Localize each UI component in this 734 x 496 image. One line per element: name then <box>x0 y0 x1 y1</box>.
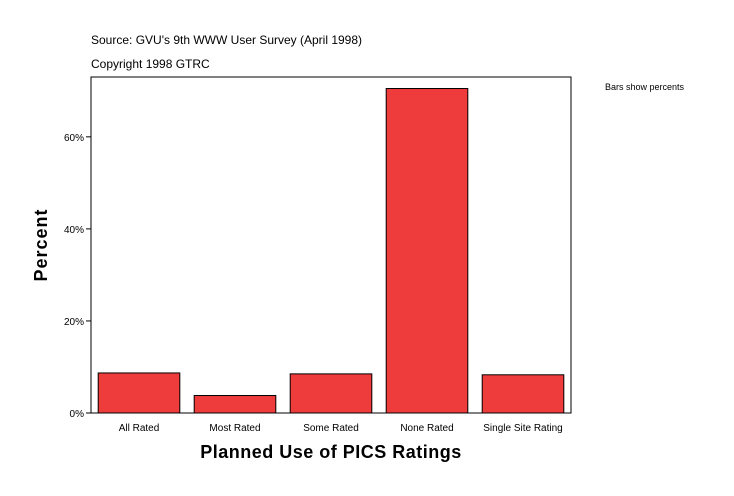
x-tick-label: All Rated <box>119 423 160 434</box>
copyright-line: Copyright 1998 GTRC <box>91 57 210 71</box>
bar-single-site-rating <box>481 374 565 414</box>
bar-some-rated <box>289 373 373 414</box>
bar-none-rated <box>385 88 469 414</box>
x-tick-label: None Rated <box>400 423 453 434</box>
y-tick-label: 40% <box>64 225 84 236</box>
y-tick-label: 20% <box>64 317 84 328</box>
x-tick-label: Single Site Rating <box>483 423 563 434</box>
source-line: Source: GVU's 9th WWW User Survey (April… <box>91 33 363 47</box>
y-axis-label: Percent <box>31 208 51 281</box>
y-tick-label: 60% <box>64 133 84 144</box>
bar-most-rated <box>193 395 277 414</box>
bar-all-rated <box>97 372 181 414</box>
x-tick-label: Most Rated <box>209 423 260 434</box>
bars-note: Bars show percents <box>605 82 685 92</box>
plot-frame <box>90 76 572 414</box>
x-tick-label: Some Rated <box>303 423 359 434</box>
y-tick-label: 0% <box>70 409 85 420</box>
x-axis-label: Planned Use of PICS Ratings <box>200 442 462 462</box>
